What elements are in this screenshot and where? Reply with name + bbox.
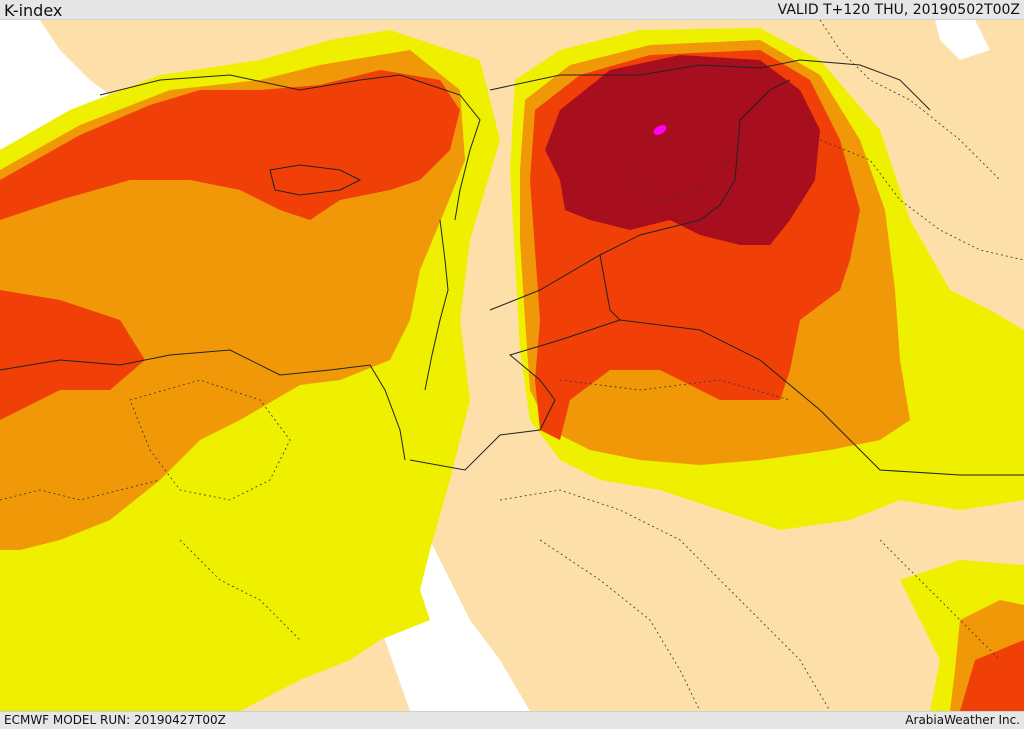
k-index-map [0, 20, 1024, 711]
map-title: K-index [4, 1, 63, 20]
header-bar: K-index VALID T+120 THU, 20190502T00Z [0, 0, 1024, 20]
credit-label: ArabiaWeather Inc. [905, 713, 1020, 727]
k-index-extreme-area [653, 125, 667, 135]
country-borders [0, 59, 1024, 476]
admin-boundaries [0, 20, 1024, 711]
k-index-very-high-area [545, 55, 820, 245]
valid-time-label: VALID T+120 THU, 20190502T00Z [777, 2, 1020, 18]
footer-bar: ECMWF MODEL RUN: 20190427T00Z ArabiaWeat… [0, 711, 1024, 729]
model-run-label: ECMWF MODEL RUN: 20190427T00Z [4, 713, 226, 727]
